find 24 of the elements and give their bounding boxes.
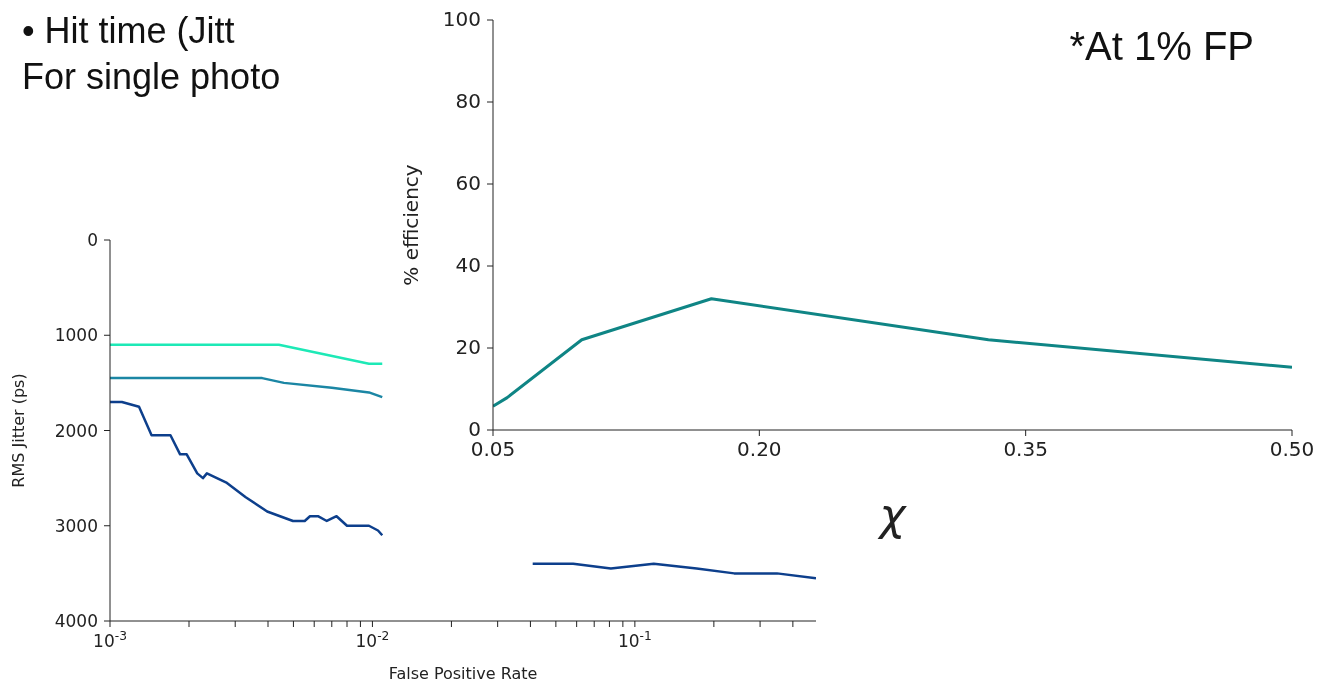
text: • Hit time (Jitt [22,9,236,53]
x-tick-label: 0.20 [737,437,782,461]
y-tick-label: 3000 [54,515,98,536]
x-tick-label: 10$^{-3}$ [93,629,127,651]
x-tick-label: 10$^{-2}$ [355,629,390,651]
y-axis-title: RMS Jitter (ps) [8,373,28,488]
y-tick-label: 1000 [54,325,98,346]
annotation: *At 1% FP [1069,24,1254,69]
y-tick-label: 100 [442,7,481,31]
x-axis-title: False Positive Rate [388,664,538,683]
x-axis-title: χ [877,489,908,540]
y-tick-label: 40 [455,253,481,277]
y-tick-label: 4000 [54,611,98,631]
x-tick-label: 10$^{-1}$ [617,629,652,651]
x-tick-label: 0.35 [1003,437,1048,461]
line-series [493,297,1292,408]
y-tick-label: 2000 [54,420,98,441]
x-tick-label: 0.50 [1269,437,1315,461]
y-tick-label: 0 [87,230,98,250]
y-axis-title: % efficiency [399,164,424,286]
y-tick-label: 20 [455,335,481,359]
y-tick-label: 60 [455,171,481,195]
text: For single photo [22,55,281,99]
y-tick-label: 80 [455,89,481,113]
